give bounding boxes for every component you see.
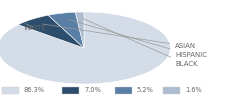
Text: 1.6%: 1.6% bbox=[185, 87, 202, 93]
Wedge shape bbox=[0, 12, 170, 84]
Text: BLACK: BLACK bbox=[83, 19, 198, 67]
Text: WHITE: WHITE bbox=[24, 24, 47, 31]
Bar bbox=[2, 86, 19, 94]
Text: 86.3%: 86.3% bbox=[24, 87, 45, 93]
Wedge shape bbox=[18, 15, 84, 48]
Text: HISPANIC: HISPANIC bbox=[67, 19, 207, 58]
Bar bbox=[163, 86, 180, 94]
Wedge shape bbox=[75, 12, 84, 48]
Bar bbox=[115, 86, 132, 94]
Text: 7.0%: 7.0% bbox=[84, 87, 101, 93]
Wedge shape bbox=[48, 12, 84, 48]
Text: ASIAN: ASIAN bbox=[42, 24, 196, 49]
Text: 5.2%: 5.2% bbox=[137, 87, 154, 93]
Bar bbox=[62, 86, 79, 94]
